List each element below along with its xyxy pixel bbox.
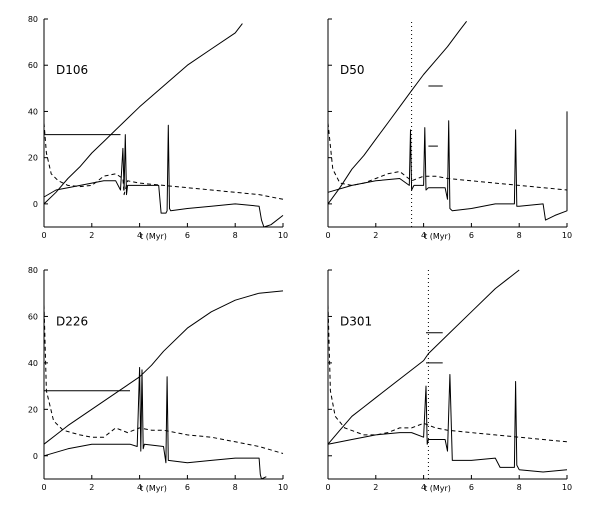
x-axis-label: t (Myr) (424, 232, 451, 241)
series-dashed-line-3 (43, 304, 284, 454)
x-tick-label: 2 (373, 483, 378, 492)
series-dashed-line-3 (327, 122, 568, 191)
x-axis-label: t (Myr) (140, 232, 167, 241)
panel-label: D301 (340, 314, 372, 328)
chart-panel-3: 0 2 4 6 8 10 0 20 40 60 80 t (Myr) D226 (28, 266, 288, 493)
series-line-2 (327, 111, 568, 221)
x-tick-label: 8 (233, 483, 238, 492)
x-tick-label: 6 (469, 483, 474, 492)
y-tick-label: 0 (33, 200, 38, 209)
series-line-1 (327, 269, 520, 445)
series-line-2 (43, 124, 284, 228)
y-tick-label: 40 (28, 107, 38, 116)
chart-panel-2: 0 2 4 6 8 10 t (Myr) D50 (325, 18, 572, 241)
x-tick-label: 6 (469, 231, 474, 240)
x-tick-label: 8 (233, 231, 238, 240)
y-tick-label: 60 (28, 61, 38, 70)
series-dashed-line-3 (43, 122, 284, 200)
x-axis-label: t (Myr) (140, 484, 167, 493)
y-tick-label: 20 (28, 405, 38, 414)
x-tick-label: 8 (517, 483, 522, 492)
y-tick-label: 40 (28, 359, 38, 368)
chart-panel-4: 0 2 4 6 8 10 t (Myr) D301 (325, 269, 572, 493)
x-tick-label: 8 (517, 231, 522, 240)
series-line-2 (43, 367, 267, 480)
x-tick-label: 2 (373, 231, 378, 240)
chart-panel-1: 0 2 4 6 8 10 0 20 40 60 80 t (Myr) D106 (28, 15, 288, 241)
y-tick-label: 20 (28, 154, 38, 163)
panel-label: D50 (340, 63, 365, 77)
x-tick-label: 2 (89, 231, 94, 240)
y-tick-label: 0 (33, 452, 38, 461)
x-tick-label: 10 (562, 231, 572, 240)
series-line-2 (327, 374, 568, 473)
x-tick-label: 0 (325, 231, 330, 240)
series-line-1 (43, 23, 243, 205)
x-tick-label: 4 (137, 483, 142, 492)
x-tick-label: 4 (137, 231, 142, 240)
x-tick-label: 4 (421, 483, 426, 492)
y-tick-label: 60 (28, 312, 38, 321)
x-tick-label: 4 (421, 231, 426, 240)
series-dashed-line-3 (327, 304, 568, 443)
x-tick-label: 6 (185, 483, 190, 492)
x-tick-label: 10 (562, 483, 572, 492)
y-tick-label: 80 (28, 266, 38, 275)
panel-label: D106 (56, 63, 88, 77)
x-tick-label: 0 (41, 231, 46, 240)
series-line-1 (327, 20, 467, 205)
panel-label: D226 (56, 314, 88, 328)
x-tick-label: 0 (41, 483, 46, 492)
x-tick-label: 6 (185, 231, 190, 240)
x-axis-label: t (Myr) (424, 484, 451, 493)
x-tick-label: 10 (278, 231, 288, 240)
y-tick-label: 80 (28, 15, 38, 24)
series-line-1 (43, 290, 284, 445)
x-tick-label: 10 (278, 483, 288, 492)
x-tick-label: 0 (325, 483, 330, 492)
x-tick-label: 2 (89, 483, 94, 492)
